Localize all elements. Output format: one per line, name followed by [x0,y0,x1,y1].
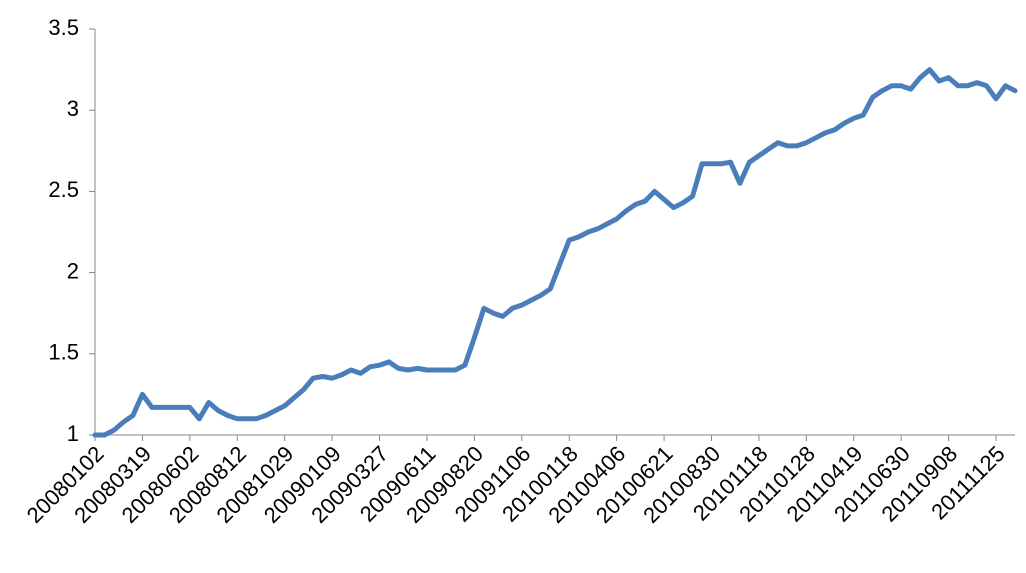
y-tick-label: 2 [67,258,79,283]
series-line [92,67,1018,438]
y-tick-label: 1.5 [48,340,79,365]
y-tick-label: 1 [67,421,79,446]
y-tick-label: 3 [67,96,79,121]
y-tick-label: 2.5 [48,177,79,202]
y-tick-label: 3.5 [48,15,79,40]
